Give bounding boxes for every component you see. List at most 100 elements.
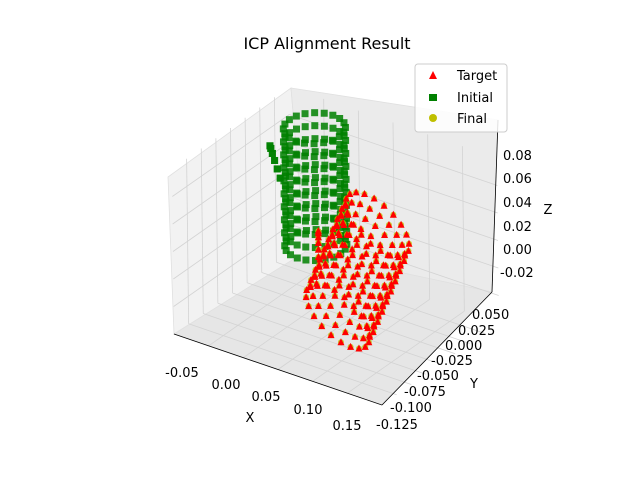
z-tick-label: 0.04 <box>503 196 532 211</box>
point-initial <box>342 149 350 157</box>
x-tick-label: 0.05 <box>252 390 281 405</box>
point-initial <box>286 142 294 150</box>
point-target <box>318 322 326 330</box>
point-target <box>386 273 394 281</box>
point-target <box>331 241 339 249</box>
point-initial <box>286 155 294 163</box>
point-initial <box>340 119 348 127</box>
point-initial <box>320 122 328 130</box>
point-initial <box>282 234 290 242</box>
point-target <box>350 302 358 310</box>
point-target <box>357 225 365 233</box>
axes-panes <box>167 87 499 406</box>
point-target <box>337 338 345 346</box>
z-tick-label: 0.02 <box>503 220 532 235</box>
point-initial <box>280 216 288 224</box>
chart-title: ICP Alignment Result <box>243 34 410 53</box>
point-initial <box>276 174 284 182</box>
point-target <box>359 281 367 289</box>
point-target <box>373 281 381 289</box>
point-target <box>381 283 389 291</box>
point-target <box>385 220 393 228</box>
y-tick-label: -0.050 <box>417 369 459 384</box>
point-target <box>322 261 330 269</box>
point-target <box>359 287 367 295</box>
point-target <box>389 210 397 218</box>
point-initial <box>280 164 288 172</box>
point-target <box>348 245 356 253</box>
gridline-floor-y <box>232 292 441 365</box>
point-target <box>392 271 400 279</box>
point-target <box>352 188 360 196</box>
point-target <box>324 242 332 250</box>
point-target <box>364 302 372 310</box>
point-initial <box>336 153 344 161</box>
point-initial <box>281 120 289 128</box>
point-initial <box>286 173 294 181</box>
point-target <box>355 322 363 330</box>
point-initial <box>286 238 294 246</box>
point-target <box>318 271 326 279</box>
point-target <box>353 240 361 248</box>
point-target <box>314 229 322 237</box>
gridline-left-z <box>172 114 290 197</box>
point-initial <box>329 149 337 157</box>
point-target <box>373 303 381 311</box>
point-initial <box>340 141 348 149</box>
gridline-floor-y <box>217 302 427 375</box>
point-target <box>335 231 343 239</box>
point-target <box>327 301 335 309</box>
point-target <box>322 312 330 320</box>
point-target <box>371 222 379 230</box>
data-points <box>266 109 413 352</box>
z-axis-label: Z <box>544 203 553 218</box>
point-target <box>303 285 311 293</box>
point-target <box>314 245 322 253</box>
point-initial <box>302 230 310 238</box>
point-initial <box>293 189 301 197</box>
point-target <box>377 293 385 301</box>
point-initial <box>301 191 309 199</box>
point-initial <box>281 229 289 237</box>
point-target <box>346 190 354 198</box>
point-initial <box>336 166 344 174</box>
point-initial <box>287 251 295 259</box>
point-initial <box>286 199 294 207</box>
point-initial <box>292 176 300 184</box>
point-target <box>350 220 358 228</box>
point-target <box>368 313 376 321</box>
point-initial <box>292 150 300 158</box>
point-initial <box>320 139 328 147</box>
point-target <box>402 230 410 238</box>
y-tick-label: 0.050 <box>472 308 509 323</box>
point-initial <box>281 182 289 190</box>
point-target <box>356 200 364 208</box>
point-initial <box>312 213 320 221</box>
point-target <box>327 331 335 339</box>
point-initial <box>329 214 337 222</box>
point-target <box>381 231 389 239</box>
point-initial <box>330 253 338 261</box>
point-target <box>357 230 365 238</box>
point-initial <box>286 194 294 202</box>
point-target <box>396 261 404 269</box>
point-target <box>349 272 357 280</box>
point-initial <box>282 195 290 203</box>
point-initial <box>336 140 344 148</box>
point-initial <box>293 241 301 249</box>
point-target <box>353 270 361 278</box>
point-target <box>395 253 403 261</box>
point-target <box>305 302 313 310</box>
point-target <box>405 239 413 247</box>
z-axis-line <box>491 119 499 293</box>
point-initial <box>336 114 344 122</box>
z-tick-label: 0.08 <box>503 149 532 164</box>
point-target <box>362 242 370 250</box>
point-initial <box>311 161 319 169</box>
point-initial <box>336 159 344 167</box>
point-target <box>390 263 398 271</box>
point-initial <box>281 130 289 138</box>
x-tick-label: 0.10 <box>294 403 323 418</box>
point-target <box>366 332 374 340</box>
point-target <box>340 293 348 301</box>
